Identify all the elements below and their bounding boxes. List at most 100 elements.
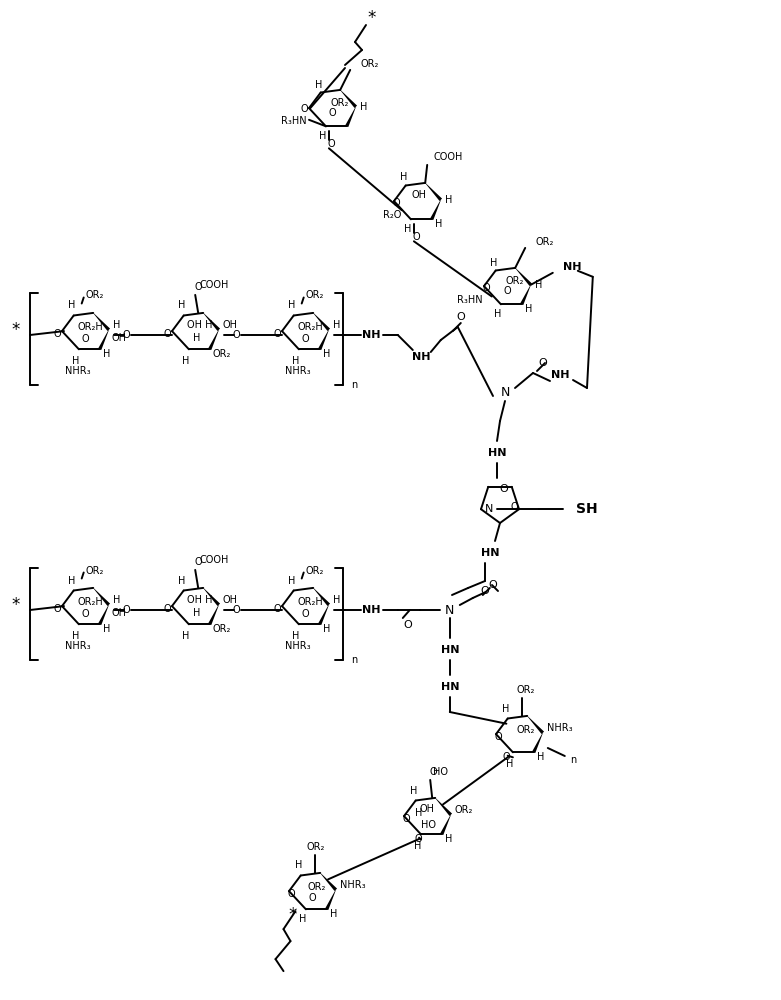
- Text: *: *: [12, 596, 20, 614]
- Polygon shape: [93, 588, 110, 606]
- Text: H: H: [292, 356, 300, 366]
- Text: R₃HN: R₃HN: [457, 295, 483, 305]
- Text: H: H: [323, 624, 330, 634]
- Text: OR₂: OR₂: [517, 725, 535, 735]
- Text: NHR₃: NHR₃: [285, 641, 310, 651]
- Text: COOH: COOH: [199, 555, 229, 565]
- Text: H: H: [405, 224, 412, 234]
- Text: O: O: [404, 620, 412, 630]
- Text: NHR₃: NHR₃: [65, 641, 91, 651]
- Text: H: H: [112, 595, 120, 605]
- Text: OR₂H: OR₂H: [78, 597, 103, 607]
- Text: COOH: COOH: [433, 152, 462, 162]
- Text: H: H: [182, 356, 190, 366]
- Text: H: H: [414, 841, 422, 851]
- Text: R₂O: R₂O: [383, 210, 401, 220]
- Text: H: H: [178, 300, 185, 310]
- Text: O: O: [482, 283, 490, 293]
- Text: H: H: [494, 309, 501, 319]
- Text: HO: HO: [421, 820, 437, 830]
- Text: H: H: [292, 631, 300, 641]
- Text: OR₂: OR₂: [86, 290, 104, 300]
- Text: NH: NH: [563, 262, 581, 272]
- Text: H: H: [315, 80, 323, 90]
- Text: H: H: [537, 752, 544, 762]
- Text: O: O: [480, 586, 490, 596]
- Polygon shape: [435, 798, 452, 816]
- Text: H: H: [288, 300, 295, 310]
- Polygon shape: [203, 313, 220, 331]
- Polygon shape: [515, 268, 532, 286]
- Text: O: O: [499, 484, 508, 494]
- Text: O: O: [308, 893, 316, 903]
- Text: NH: NH: [362, 330, 380, 340]
- Text: O: O: [287, 889, 294, 899]
- Text: O: O: [539, 358, 547, 368]
- Polygon shape: [318, 330, 329, 350]
- Text: n: n: [569, 755, 576, 765]
- Polygon shape: [532, 733, 543, 753]
- Text: O: O: [233, 605, 241, 615]
- Text: *: *: [12, 321, 20, 339]
- Text: H: H: [323, 349, 330, 359]
- Text: O: O: [412, 232, 419, 242]
- Text: O: O: [53, 604, 61, 614]
- Text: OR₂: OR₂: [212, 349, 231, 359]
- Text: H: H: [112, 320, 120, 330]
- Text: OH: OH: [112, 333, 127, 343]
- Text: HN: HN: [481, 548, 499, 558]
- Text: H: H: [330, 909, 337, 919]
- Polygon shape: [208, 330, 219, 350]
- Text: N: N: [485, 504, 493, 514]
- Text: O: O: [327, 139, 335, 149]
- Text: O: O: [503, 752, 510, 762]
- Text: O: O: [194, 282, 202, 292]
- Text: OR₂: OR₂: [307, 882, 326, 892]
- Text: H: H: [299, 914, 307, 924]
- Text: H: H: [506, 759, 514, 769]
- Text: O: O: [301, 609, 309, 619]
- Text: OH H: OH H: [187, 595, 212, 605]
- Polygon shape: [98, 605, 109, 625]
- Text: R₃HN: R₃HN: [281, 116, 306, 126]
- Polygon shape: [440, 815, 451, 835]
- Polygon shape: [325, 890, 336, 910]
- Text: H: H: [415, 808, 422, 818]
- Text: OR₂: OR₂: [516, 685, 534, 695]
- Text: HN: HN: [488, 448, 506, 458]
- Text: n: n: [351, 380, 357, 390]
- Text: H: H: [435, 219, 442, 229]
- Text: OR₂: OR₂: [305, 566, 324, 576]
- Text: N: N: [445, 603, 455, 616]
- Text: NH: NH: [551, 370, 569, 380]
- Text: OR₂H: OR₂H: [298, 322, 323, 332]
- Text: H: H: [535, 280, 542, 290]
- Text: O: O: [488, 580, 497, 590]
- Text: OR₂H: OR₂H: [78, 322, 103, 332]
- Text: H: H: [295, 860, 302, 870]
- Text: H: H: [444, 834, 452, 844]
- Text: OR₂: OR₂: [306, 842, 324, 852]
- Text: H: H: [445, 195, 452, 205]
- Text: OR₂: OR₂: [535, 237, 554, 247]
- Text: HO: HO: [433, 767, 448, 777]
- Text: OR₂: OR₂: [86, 566, 104, 576]
- Text: H: H: [68, 300, 76, 310]
- Text: H: H: [72, 356, 80, 366]
- Text: OH: OH: [223, 320, 237, 330]
- Text: O: O: [273, 604, 280, 614]
- Text: O: O: [503, 286, 511, 296]
- Polygon shape: [98, 330, 109, 350]
- Polygon shape: [93, 313, 110, 331]
- Text: H: H: [410, 786, 417, 796]
- Text: O: O: [194, 557, 202, 567]
- Text: O: O: [163, 604, 171, 614]
- Text: OH: OH: [223, 595, 237, 605]
- Text: n: n: [351, 655, 357, 665]
- Text: O: O: [81, 609, 89, 619]
- Polygon shape: [425, 183, 442, 201]
- Text: COOH: COOH: [199, 280, 229, 290]
- Text: OH: OH: [412, 190, 426, 200]
- Text: H: H: [360, 102, 367, 112]
- Polygon shape: [208, 605, 219, 625]
